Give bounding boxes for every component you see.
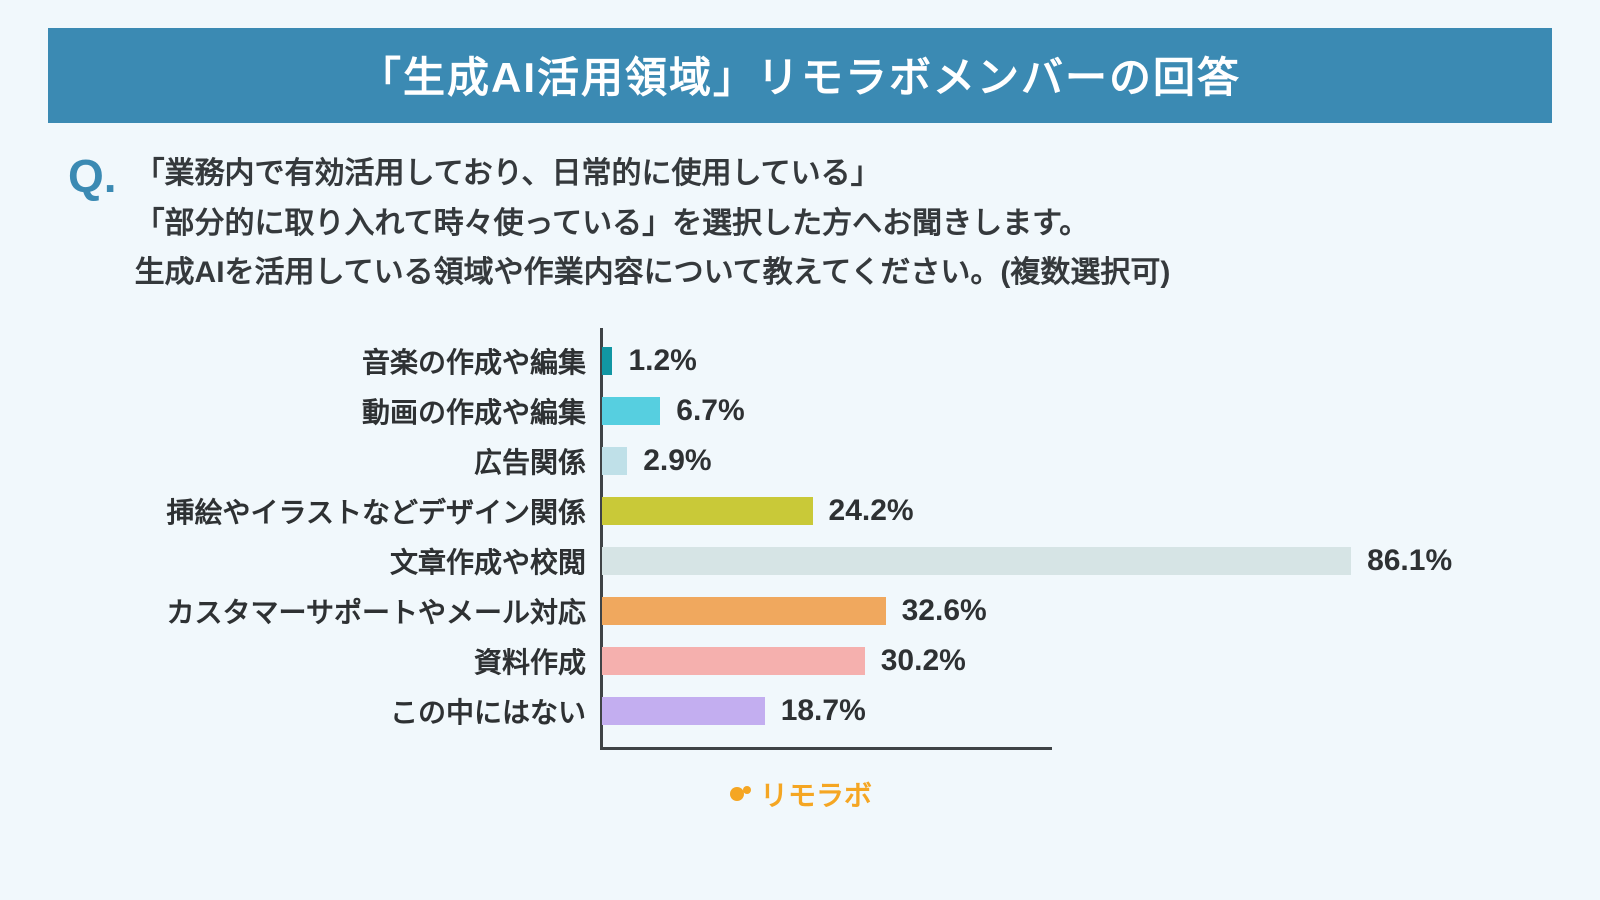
- question-text: 「業務内で有効活用しており、日常的に使用している」 「部分的に取り入れて時々使っ…: [135, 149, 1171, 298]
- bar-label: 音楽の作成や編集: [130, 341, 600, 381]
- footer-logo: リモラボ: [48, 774, 1552, 814]
- chart-row: カスタマーサポートやメール対応 32.6%: [130, 586, 1470, 636]
- infographic-canvas: 「生成AI活用領域」リモラボメンバーの回答 Q. 「業務内で有効活用しており、日…: [0, 0, 1600, 900]
- bar-label: 文章作成や校閲: [130, 541, 600, 581]
- chart-axis-x: [600, 747, 1052, 750]
- logo-icon: [728, 781, 754, 807]
- bar: [602, 347, 612, 375]
- bar-value: 18.7%: [765, 694, 866, 728]
- chart-row: 文章作成や校閲 86.1%: [130, 536, 1470, 586]
- chart-rows: 音楽の作成や編集 1.2% 動画の作成や編集 6.7% 広告関係 2.9% 挿絵やイラストな…: [130, 336, 1470, 736]
- title-text: 「生成AI活用領域」リモラボメンバーの回答: [359, 54, 1241, 101]
- bar-label: 広告関係: [130, 441, 600, 481]
- bar-label: カスタマーサポートやメール対応: [130, 591, 600, 631]
- bar-track: 2.9%: [600, 444, 1470, 478]
- bar-track: 32.6%: [600, 594, 1470, 628]
- footer-text: リモラボ: [760, 774, 872, 814]
- chart-row: 音楽の作成や編集 1.2%: [130, 336, 1470, 386]
- question-block: Q. 「業務内で有効活用しており、日常的に使用している」 「部分的に取り入れて時…: [48, 123, 1552, 322]
- bar-track: 18.7%: [600, 694, 1470, 728]
- bar-value: 32.6%: [886, 594, 987, 628]
- bar: [602, 647, 865, 675]
- bar-chart: 音楽の作成や編集 1.2% 動画の作成や編集 6.7% 広告関係 2.9% 挿絵やイラストな…: [130, 328, 1470, 768]
- question-line: 生成AIを活用している領域や作業内容について教えてください。(複数選択可): [135, 248, 1171, 298]
- bar: [602, 497, 813, 525]
- bar-value: 86.1%: [1351, 544, 1452, 578]
- chart-row: 挿絵やイラストなどデザイン関係 24.2%: [130, 486, 1470, 536]
- bar-label: 動画の作成や編集: [130, 391, 600, 431]
- bar-value: 1.2%: [612, 344, 696, 378]
- bar: [602, 597, 886, 625]
- bar-track: 1.2%: [600, 344, 1470, 378]
- bar-value: 6.7%: [660, 394, 744, 428]
- title-bar: 「生成AI活用領域」リモラボメンバーの回答: [48, 28, 1552, 123]
- bar-value: 24.2%: [813, 494, 914, 528]
- bar-track: 30.2%: [600, 644, 1470, 678]
- question-marker: Q.: [68, 153, 117, 199]
- chart-row: 広告関係 2.9%: [130, 436, 1470, 486]
- chart-row: 資料作成 30.2%: [130, 636, 1470, 686]
- question-line: 「業務内で有効活用しており、日常的に使用している」: [135, 149, 1171, 199]
- bar-track: 24.2%: [600, 494, 1470, 528]
- bar-value: 30.2%: [865, 644, 966, 678]
- bar: [602, 697, 765, 725]
- bar-value: 2.9%: [627, 444, 711, 478]
- bar: [602, 547, 1351, 575]
- chart-row: 動画の作成や編集 6.7%: [130, 386, 1470, 436]
- chart-row: この中にはない 18.7%: [130, 686, 1470, 736]
- bar-label: この中にはない: [130, 691, 600, 731]
- bar-label: 資料作成: [130, 641, 600, 681]
- question-line: 「部分的に取り入れて時々使っている」を選択した方へお聞きします。: [135, 199, 1171, 249]
- bar-label: 挿絵やイラストなどデザイン関係: [130, 491, 600, 531]
- bar: [602, 447, 627, 475]
- bar-track: 86.1%: [600, 544, 1470, 578]
- bar: [602, 397, 660, 425]
- bar-track: 6.7%: [600, 394, 1470, 428]
